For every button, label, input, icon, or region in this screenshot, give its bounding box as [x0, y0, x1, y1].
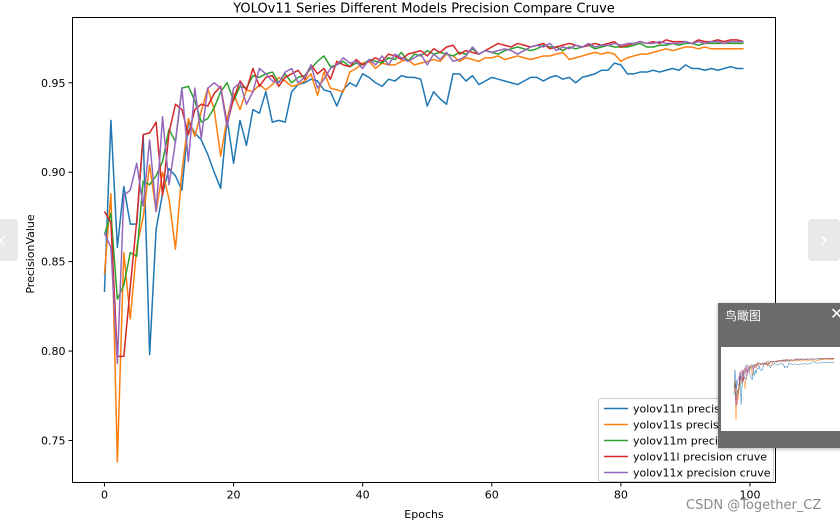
x-tick-label: 0 [101, 489, 108, 502]
previous-image-button[interactable]: ‹ [0, 219, 18, 261]
plot-area-frame [72, 17, 776, 483]
series-line-yolov11l [103, 39, 744, 358]
thumb-series-line [733, 361, 834, 405]
chevron-left-icon: ‹ [0, 228, 6, 253]
x-axis-label: Epochs [404, 508, 444, 521]
x-tick-label: 60 [485, 489, 499, 502]
watermark: CSDN @Together_CZ [686, 498, 822, 513]
thumbnail-chart [733, 358, 835, 421]
x-tick-label: 20 [227, 489, 241, 502]
axes: 0 20 40 60 80 100 0.75 0.80 0.85 0.90 0.95 [41, 77, 761, 502]
thumb-series-line [733, 359, 834, 421]
thumb-series-line [733, 358, 834, 398]
thumb-series-line [733, 358, 834, 406]
x-tick-label: 40 [356, 489, 370, 502]
legend-label: yolov11l precision cruve [633, 451, 767, 464]
y-tick-label: 0.90 [41, 166, 66, 179]
y-tick-label: 0.75 [41, 434, 66, 447]
close-icon[interactable]: ✕ [830, 304, 840, 323]
y-tick-label: 0.95 [41, 77, 66, 90]
x-tick-label: 80 [614, 489, 628, 502]
chart-title: YOLOv11 Series Different Models Precisio… [232, 2, 615, 17]
birdview-thumbnail[interactable] [721, 347, 840, 431]
y-tick-label: 0.85 [41, 256, 66, 269]
legend-label: yolov11x precision cruve [633, 467, 771, 480]
chevron-right-icon: › [819, 227, 829, 253]
x-tick-label: 100 [740, 489, 761, 502]
birdview-title: 鸟瞰图 [725, 309, 762, 323]
series-line-yolov11m [103, 42, 744, 300]
series-group [103, 39, 744, 463]
next-image-button[interactable]: › [808, 219, 840, 261]
birdview-panel[interactable]: 鸟瞰图 ✕ [718, 303, 840, 448]
series-line-yolov11x [103, 40, 744, 365]
y-tick-label: 0.80 [41, 345, 66, 358]
series-line-yolov11n [103, 62, 744, 356]
y-axis-label: PrecisionValue [24, 214, 37, 294]
